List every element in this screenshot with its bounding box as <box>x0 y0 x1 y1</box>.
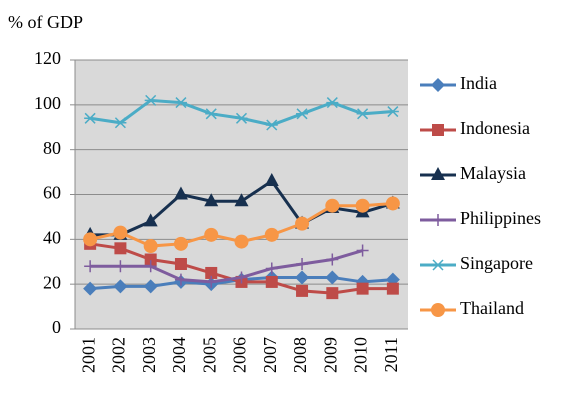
marker <box>205 266 218 279</box>
x-tick-label: 2008 <box>290 337 310 373</box>
marker <box>84 112 97 124</box>
marker <box>325 198 340 213</box>
marker <box>84 260 97 273</box>
marker <box>431 167 445 180</box>
marker <box>83 281 98 296</box>
marker <box>205 108 218 120</box>
marker <box>143 239 158 254</box>
marker <box>326 97 339 109</box>
marker <box>265 119 278 131</box>
x-tick-label: 2002 <box>109 337 129 373</box>
marker <box>356 282 369 295</box>
marker <box>431 78 445 92</box>
marker <box>356 108 369 120</box>
legend-label: Malaysia <box>460 163 526 183</box>
x-tick-label: 2009 <box>320 337 340 373</box>
marker <box>205 275 218 288</box>
y-tick-label: 0 <box>52 317 61 337</box>
series-line <box>90 249 364 284</box>
marker <box>173 186 188 200</box>
marker <box>174 273 187 286</box>
marker <box>356 244 369 257</box>
x-tick-label: 2005 <box>199 337 219 373</box>
marker <box>265 275 278 288</box>
marker <box>113 279 128 294</box>
legend-label: Singapore <box>460 253 533 273</box>
marker <box>234 234 249 249</box>
marker <box>204 193 219 207</box>
marker <box>264 173 279 187</box>
marker <box>432 214 444 226</box>
marker <box>144 260 157 273</box>
marker <box>144 94 157 106</box>
marker <box>143 213 158 227</box>
marker <box>296 257 309 270</box>
marker <box>325 270 340 285</box>
y-tick-label: 100 <box>34 93 61 113</box>
marker <box>114 242 127 255</box>
marker <box>113 225 128 240</box>
y-tick-label: 120 <box>34 48 61 68</box>
marker <box>83 232 98 247</box>
legend-label: Thailand <box>460 298 524 318</box>
marker <box>386 282 399 295</box>
marker <box>174 257 187 270</box>
marker <box>264 227 279 242</box>
x-tick-label: 2004 <box>169 337 189 373</box>
marker <box>326 253 339 266</box>
marker <box>204 227 219 242</box>
x-tick-label: 2007 <box>260 337 280 373</box>
marker <box>265 262 278 275</box>
marker <box>295 270 310 285</box>
chart-title: % of GDP <box>8 12 83 32</box>
marker <box>235 112 248 124</box>
marker <box>173 236 188 251</box>
marker <box>386 106 399 118</box>
marker <box>385 196 400 211</box>
marker <box>114 260 127 273</box>
x-tick-label: 2001 <box>78 337 98 373</box>
y-tick-label: 20 <box>43 272 61 292</box>
marker <box>326 287 339 300</box>
x-tick-label: 2011 <box>381 337 401 372</box>
marker <box>234 193 249 207</box>
marker <box>235 271 248 284</box>
marker <box>432 124 444 136</box>
marker <box>295 216 310 231</box>
x-tick-label: 2010 <box>351 337 371 373</box>
marker <box>431 303 445 317</box>
marker <box>144 253 157 266</box>
marker <box>432 259 444 271</box>
marker <box>296 108 309 120</box>
legend-label: India <box>460 73 497 93</box>
legend-label: Indonesia <box>460 118 530 138</box>
x-tick-label: 2003 <box>139 337 159 373</box>
marker <box>174 97 187 109</box>
y-tick-label: 40 <box>43 227 61 247</box>
legend-label: Philippines <box>460 208 541 228</box>
marker <box>296 284 309 297</box>
y-tick-label: 80 <box>43 138 61 158</box>
marker <box>114 117 127 129</box>
y-tick-label: 60 <box>43 183 61 203</box>
marker <box>355 198 370 213</box>
marker <box>143 279 158 294</box>
x-tick-label: 2006 <box>230 337 250 373</box>
